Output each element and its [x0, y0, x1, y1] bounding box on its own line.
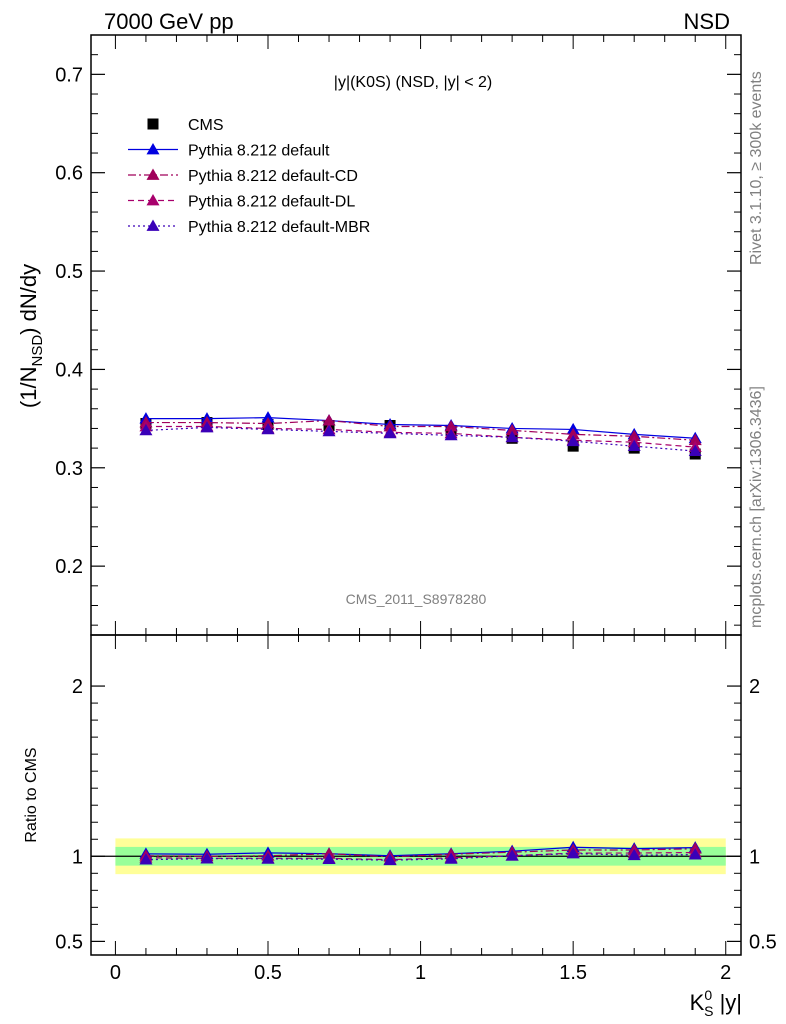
y-axis-label-tail: ) dN/dy: [16, 264, 41, 335]
main-y-axis-ticks: 0.2 0.3 0.4 0.5 0.6 0.7: [55, 54, 741, 626]
main-y-tick-label: 0.3: [55, 458, 83, 480]
main-series-marker: [566, 427, 580, 440]
header-process-label: NSD: [684, 9, 730, 34]
legend-entry-label: Pythia 8.212 default-DL: [188, 194, 355, 211]
main-series-marker: [322, 424, 336, 437]
legend-marker: [146, 219, 160, 231]
main-series-group: [139, 411, 702, 460]
ratio-series-marker: [200, 852, 214, 864]
main-series-line: [145, 419, 696, 441]
analysis-watermark: CMS_2011_S8978280: [346, 591, 487, 607]
ratio-y-tick-label-right: 1: [749, 846, 760, 868]
ratio-series-line: [145, 846, 696, 857]
plot-title: |y|(K0S) (NSD, |y| < 2): [334, 74, 492, 91]
main-y-tick-label: 0.7: [55, 64, 83, 86]
main-series-marker: [688, 444, 702, 456]
cms-data-point: [567, 440, 579, 452]
main-series-marker: [261, 411, 275, 423]
x-tick-label: 1: [415, 962, 426, 984]
ratio-series-marker: [322, 852, 336, 865]
y-axis-label-main: (1/N: [16, 367, 41, 409]
main-plot-panel: 0.2 0.3 0.4 0.5 0.6 0.7 |y|(K0S) (NSD, |y| < …: [16, 34, 742, 636]
ratio-series-marker: [383, 853, 397, 866]
legend-entry-label: CMS: [188, 117, 224, 134]
main-series-marker: [627, 439, 641, 452]
legend-marker: [146, 143, 160, 155]
main-y-tick-label: 0.4: [55, 359, 83, 381]
x-tick-label: 0: [110, 962, 121, 984]
ratio-y-tick-label-left: 1: [72, 846, 83, 868]
rivet-version-label: Rivet 3.1.10, ≥ 300k events: [748, 71, 765, 265]
main-series-marker: [444, 428, 458, 441]
x-axis-label-tail: |y|: [713, 990, 742, 1015]
ratio-series-marker: [261, 852, 275, 864]
legend-entry-label: Pythia 8.212 default-MBR: [188, 219, 370, 236]
ratio-y-tick-label-left: 2: [72, 676, 83, 698]
ratio-series-marker: [566, 847, 580, 859]
main-series-marker: [139, 423, 153, 436]
main-series-marker: [322, 414, 336, 426]
ratio-series-line: [145, 848, 696, 858]
mcplots-credit-label: mcplots.cern.ch [arXiv:1306.3436]: [748, 386, 765, 628]
x-axis-label-superscript: 0: [704, 987, 712, 1003]
legend-marker: [146, 168, 160, 180]
ratio-series-marker: [505, 849, 519, 861]
x-axis-label: K0 S |y|: [690, 987, 742, 1019]
main-series-marker: [566, 434, 580, 447]
main-y-tick-label: 0.2: [55, 556, 83, 578]
ratio-series-marker: [444, 852, 458, 864]
x-tick-label: 1.5: [559, 962, 587, 984]
x-axis-label-subscript: S: [704, 1003, 713, 1019]
ratio-x-axis-ticks: 0 0.5 1 1.5 2: [110, 635, 731, 984]
main-series-marker: [505, 423, 519, 436]
ratio-y-axis-ticks: 0.5 0.5 1 1 2 2: [55, 676, 777, 953]
ratio-y-axis-label: Ratio to CMS: [23, 747, 40, 842]
main-series-line: [145, 417, 696, 439]
main-x-axis-ticks: [114, 35, 727, 635]
ratio-plot-panel: 0.5 0.51 12 2 0 0.5 1 1.5 2 Ratio to CMS K0 S |y…: [23, 634, 777, 1019]
ratio-y-tick-label-right: 0.5: [749, 931, 777, 953]
legend-marker: [146, 194, 160, 206]
ratio-series-marker: [688, 848, 702, 860]
legend-marker-cms: [147, 118, 159, 130]
main-series-marker: [261, 422, 275, 435]
main-y-axis-label: (1/NNSD) dN/dy: [16, 264, 46, 408]
main-series-marker: [383, 426, 397, 439]
header-energy-label: 7000 GeV pp: [104, 9, 234, 34]
main-series-marker: [627, 429, 641, 442]
main-series-marker: [444, 419, 458, 432]
main-series-marker: [383, 419, 397, 432]
ratio-series-line: [145, 852, 696, 861]
x-tick-label: 0.5: [254, 962, 282, 984]
ratio-series-group: [139, 840, 702, 866]
ratio-y-tick-label-right: 2: [749, 676, 760, 698]
main-y-tick-label: 0.6: [55, 163, 83, 185]
ratio-series-marker: [139, 853, 153, 865]
y-axis-label-subscript: NSD: [29, 335, 46, 367]
x-tick-label: 2: [720, 962, 731, 984]
main-series-line: [145, 426, 696, 452]
ratio-plot-frame: [90, 634, 742, 956]
main-series-marker: [200, 420, 214, 433]
ratio-y-tick-label-left: 0.5: [55, 931, 83, 953]
legend-entry-label: Pythia 8.212 default-CD: [188, 168, 358, 185]
x-axis-label-main: K: [690, 990, 705, 1015]
main-series-line: [145, 425, 696, 448]
ratio-uncertainty-bands: [91, 838, 741, 875]
ratio-series-marker: [627, 848, 641, 861]
legend-entry-label: Pythia 8.212 default: [188, 143, 330, 160]
main-series-marker: [505, 430, 519, 443]
main-y-tick-label: 0.5: [55, 261, 83, 283]
main-series-marker: [688, 433, 702, 446]
legend: CMS Pythia 8.212 default Pythia 8.212 defa…: [128, 117, 370, 236]
